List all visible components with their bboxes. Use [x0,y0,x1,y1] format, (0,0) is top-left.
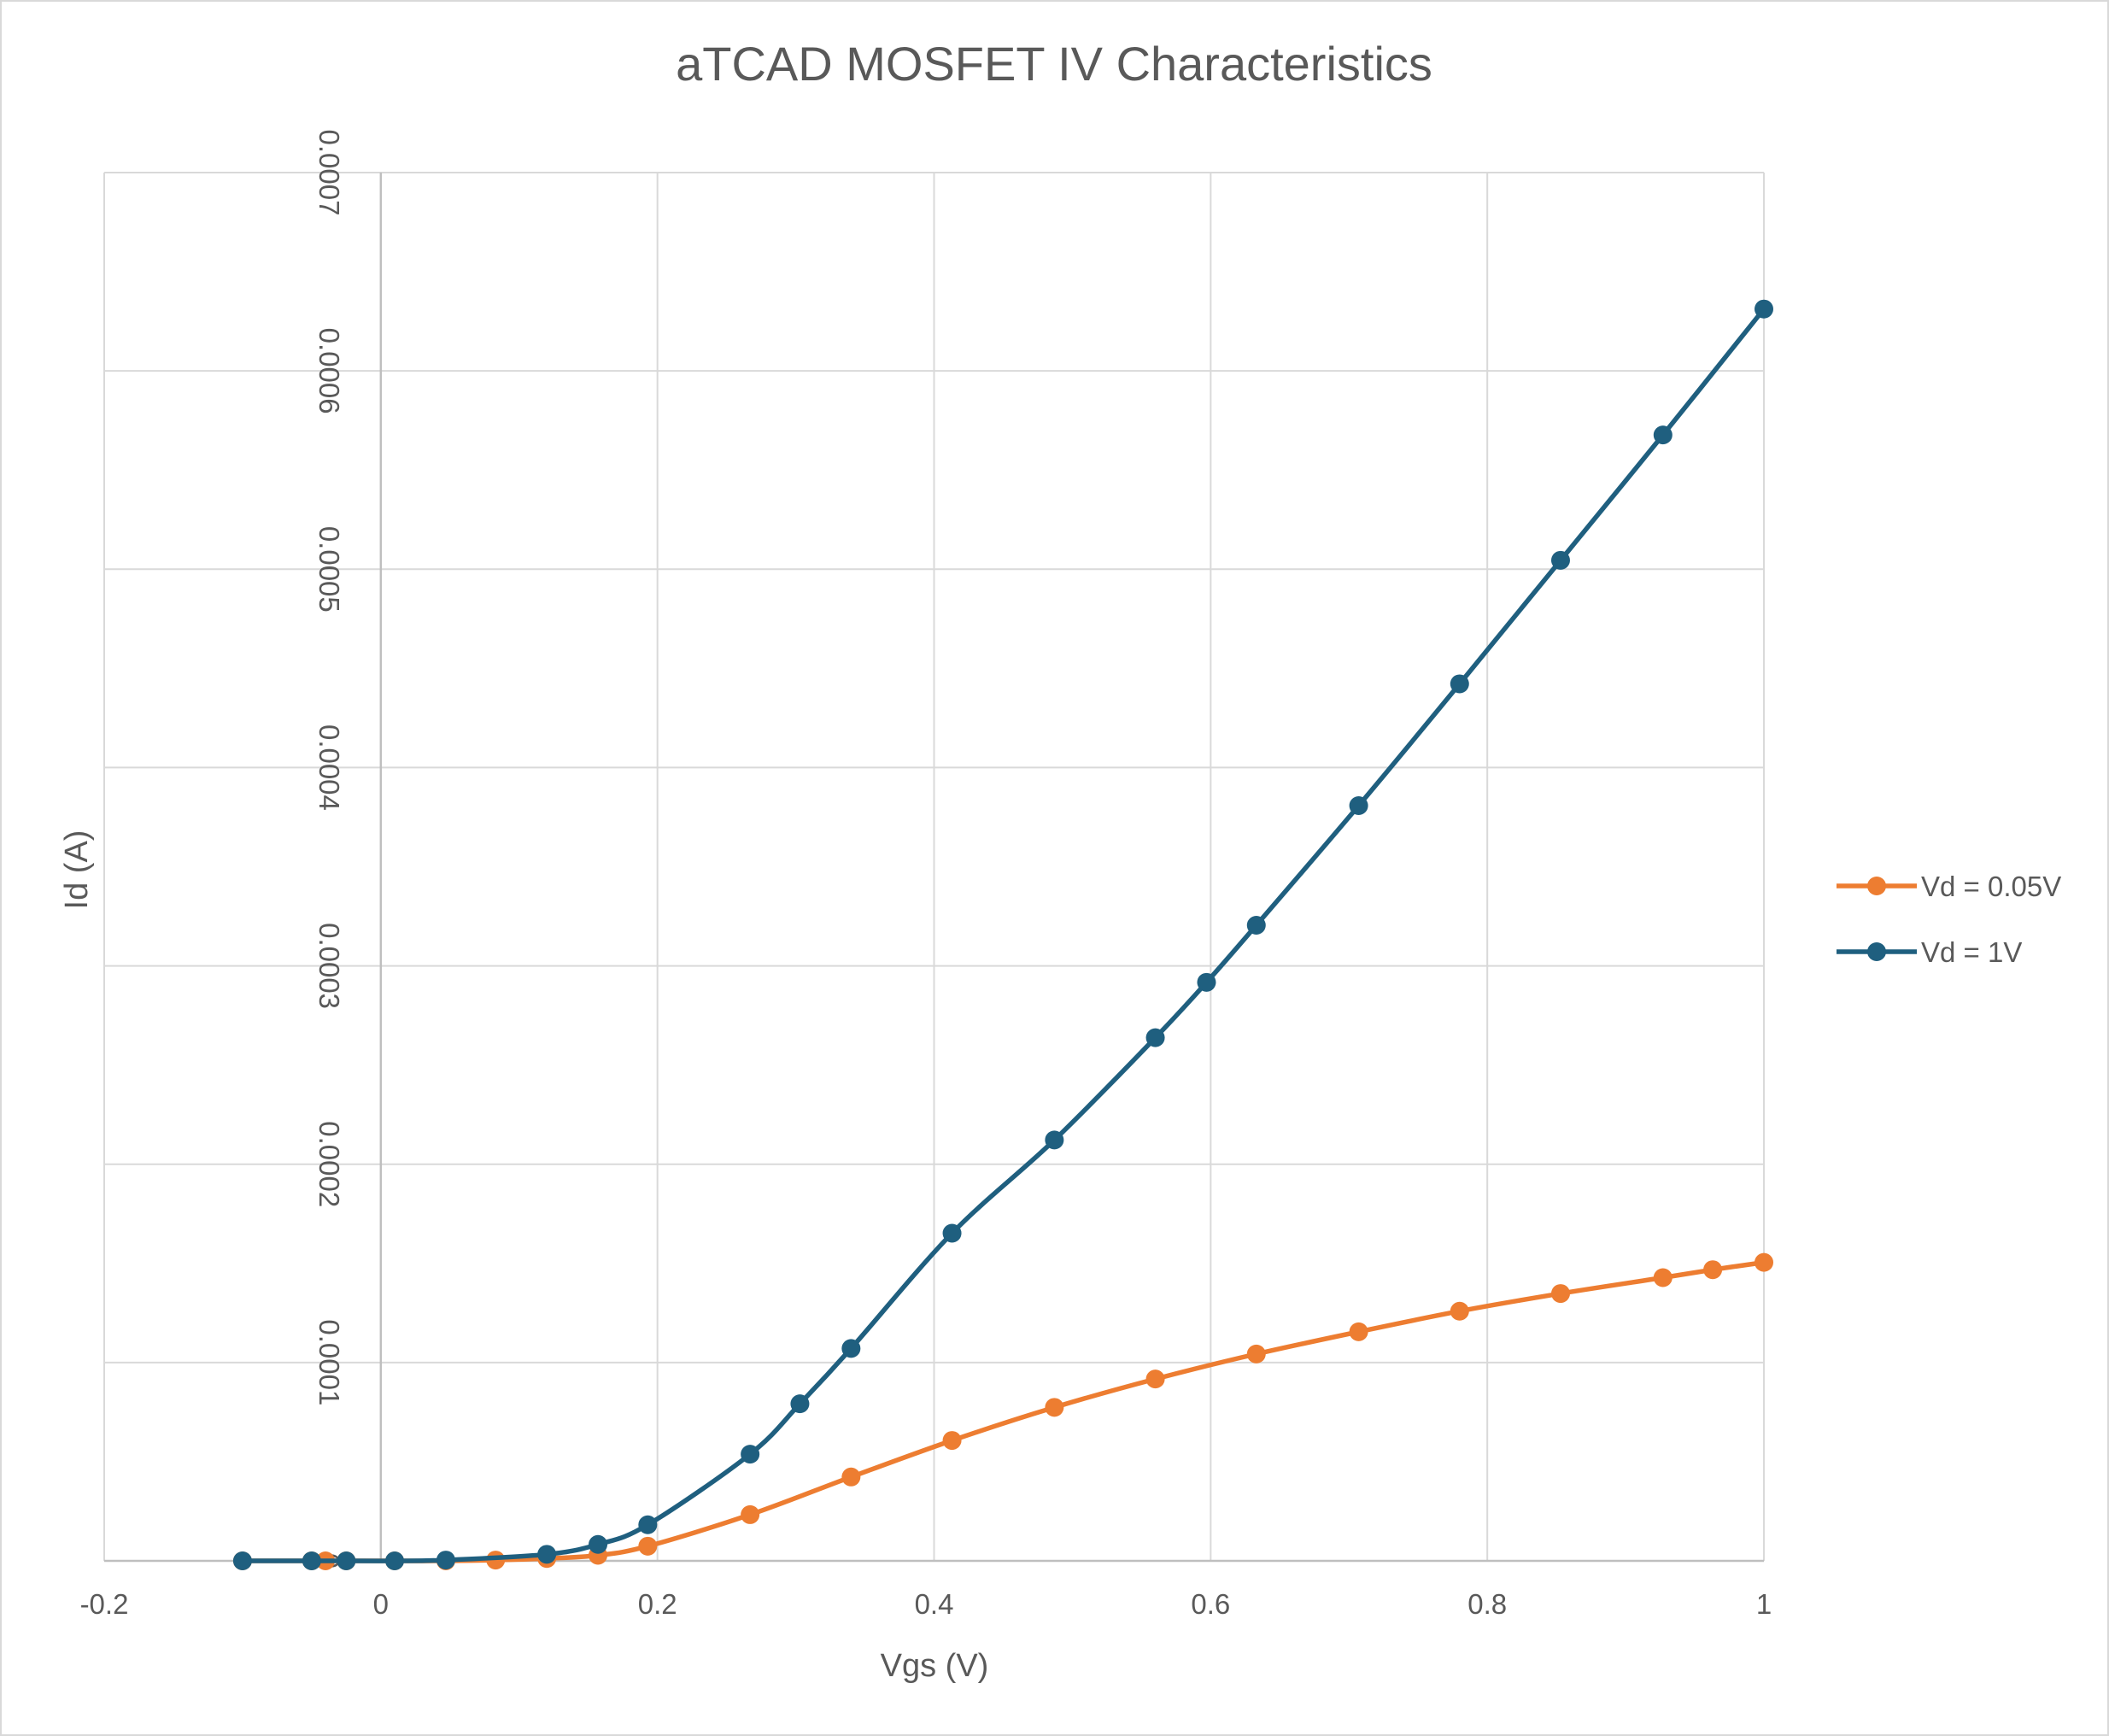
y-tick-label: 0.0004 [313,724,345,811]
data-point [302,1551,321,1570]
data-point [841,1339,861,1358]
legend-label: Vd = 1V [1921,936,2022,968]
legend-item: Vd = 0.05V [1837,871,2061,902]
data-point [1550,1284,1570,1304]
data-series [232,299,1773,1570]
legend-item: Vd = 1V [1837,936,2022,968]
x-tick-label: 0.6 [1191,1588,1230,1620]
x-tick-label: 0 [373,1588,389,1620]
data-point [1349,1322,1368,1341]
data-point [1755,1252,1773,1272]
x-tick-label: 0.4 [915,1588,954,1620]
y-tick-labels: 00.00010.00020.00030.00040.00050.00060.0… [313,130,345,1569]
data-point [1653,425,1673,445]
data-point [841,1467,861,1487]
legend-marker [1867,942,1886,961]
y-tick-label: 0.0001 [313,1319,345,1405]
y-tick-label: 0.0006 [313,328,345,414]
data-point [1450,1301,1469,1321]
data-point [1550,550,1570,570]
data-point [638,1515,658,1534]
x-tick-label: -0.2 [80,1588,129,1620]
data-point [1653,1268,1673,1287]
y-tick-label: 0.0003 [313,923,345,1009]
data-point [741,1445,760,1464]
data-point [1045,1130,1064,1150]
data-point [1349,796,1368,815]
data-point [1703,1260,1723,1280]
data-point [942,1223,962,1243]
data-point [1145,1028,1165,1047]
y-axis-label: Id (A) [59,830,95,910]
series-line [240,306,1766,1563]
data-point [1755,299,1773,319]
data-point [337,1551,356,1570]
x-tick-label: 0.8 [1468,1588,1507,1620]
grid-lines [103,172,1765,1561]
x-axis-label: Vgs (V) [881,1648,989,1684]
data-point [942,1431,962,1451]
legend-label: Vd = 0.05V [1921,871,2061,902]
data-point [385,1551,405,1570]
series-vd-0-05v [232,1252,1773,1570]
y-tick-label: 0.0005 [313,526,345,613]
y-tick-label: 0.0002 [313,1121,345,1207]
data-point [741,1504,760,1524]
data-point [790,1394,810,1414]
data-point [1246,1344,1266,1364]
data-point [232,1551,252,1570]
x-tick-label: 1 [1756,1588,1772,1620]
series-line [240,1259,1766,1563]
data-point [638,1536,658,1556]
data-point [436,1551,455,1570]
data-point [1045,1398,1064,1417]
y-tick-label: 0.0007 [313,130,345,216]
data-point [1246,915,1266,935]
data-point [1197,972,1216,992]
legend: Vd = 0.05V Vd = 1V [1837,871,2061,968]
chart-title: aTCAD MOSFET IV Characteristics [676,37,1432,91]
data-point [589,1534,608,1554]
x-tick-label: 0.2 [638,1588,677,1620]
legend-marker [1867,877,1886,895]
data-point [537,1545,557,1564]
series-vd-1v [232,299,1773,1570]
data-point [1450,674,1469,694]
data-point [1145,1369,1165,1389]
x-tick-labels: -0.2 0 0.2 0.4 0.6 0.8 1 [80,1588,1772,1620]
